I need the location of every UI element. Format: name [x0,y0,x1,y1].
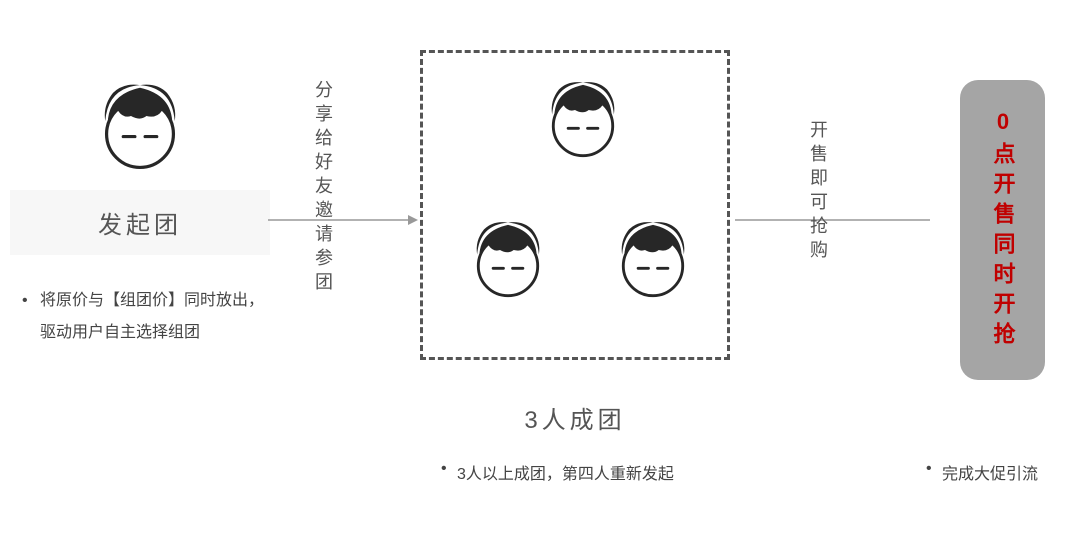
arrow-share-label: 分享给好友邀请参团 [310,80,336,296]
stage-group-bullet: 3人以上成团，第四人重新发起 [435,460,674,484]
stage-sale-bullet: 完成大促引流 [920,460,1038,484]
stage-start: 发起团 将原价与【组团价】同时放出，驱动用户自主选择组团 [10,80,270,349]
avatar-icon [468,218,548,298]
avatar-icon [613,218,693,298]
avatar-icon [95,80,185,170]
stage-sale-label: 0点开售同时开抢 [987,109,1019,352]
arrow-buy-label: 开售即可抢购 [805,120,831,264]
stage-group-label: 3人成团 [420,400,730,435]
stage-sale-pill: 0点开售同时开抢 [960,80,1045,380]
stage-start-bullet: 将原价与【组团价】同时放出，驱动用户自主选择组团 [10,285,270,349]
arrow-share [268,210,418,230]
avatar-icon [543,78,623,158]
stage-start-label: 发起团 [10,190,270,255]
arrow-buy [735,210,930,230]
stage-group-box [420,50,730,360]
